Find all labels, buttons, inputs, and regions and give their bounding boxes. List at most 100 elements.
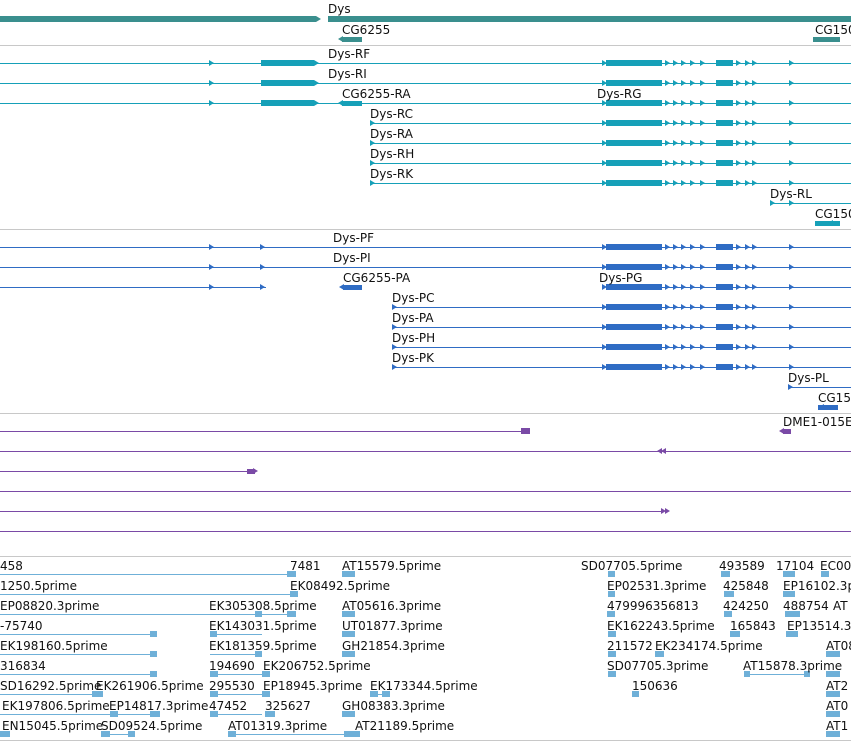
feature-exon-block[interactable]: [826, 731, 840, 737]
feature-exon-block[interactable]: [210, 711, 218, 717]
est-label[interactable]: AT2: [826, 679, 849, 693]
feature-exon-block[interactable]: [261, 60, 314, 66]
feature-exon-block[interactable]: [608, 631, 616, 637]
feature-exon-block[interactable]: [0, 16, 316, 22]
est-label[interactable]: 17104: [776, 559, 815, 573]
est-label[interactable]: EK305308.5prime: [209, 599, 317, 613]
est-label[interactable]: AT08: [826, 639, 851, 653]
feature-exon-block[interactable]: [150, 671, 157, 677]
feature-exon-block[interactable]: [110, 711, 118, 717]
est-label[interactable]: 479996356813: [607, 599, 699, 613]
est-label[interactable]: SD07705.5prime: [581, 559, 683, 573]
est-label[interactable]: AT15878.3prime: [743, 659, 843, 673]
protein-label-dys-pc[interactable]: Dys-PC: [392, 291, 435, 305]
feature-exon-block[interactable]: [826, 691, 840, 697]
feature-exon-block[interactable]: [262, 671, 270, 677]
feature-exon-block[interactable]: [608, 651, 616, 657]
est-label[interactable]: EP18945.3prime: [263, 679, 363, 693]
feature-exon-block[interactable]: [716, 244, 733, 250]
est-label[interactable]: 7481: [290, 559, 321, 573]
feature-exon-block[interactable]: [716, 80, 733, 86]
feature-exon-block[interactable]: [804, 671, 810, 677]
feature-exon-block[interactable]: [818, 405, 838, 410]
est-label[interactable]: EK162243.5prime: [607, 619, 715, 633]
protein-label-dys-pg[interactable]: Dys-PG: [599, 271, 643, 285]
est-label[interactable]: EN15045.5prime: [2, 719, 104, 733]
est-label[interactable]: 47452: [209, 699, 248, 713]
feature-exon-block[interactable]: [783, 571, 795, 577]
est-label[interactable]: 488754: [783, 599, 829, 613]
feature-exon-block[interactable]: [342, 101, 362, 106]
transcript-label-cg150[interactable]: CG150: [815, 207, 851, 221]
transcript-label-dys-ra[interactable]: Dys-RA: [370, 127, 413, 141]
feature-exon-block[interactable]: [150, 631, 157, 637]
feature-exon-block[interactable]: [128, 731, 135, 737]
feature-exon-block[interactable]: [261, 100, 314, 106]
feature-exon-block[interactable]: [730, 631, 740, 637]
transcript-label-dys-rl[interactable]: Dys-RL: [770, 187, 812, 201]
feature-exon-block[interactable]: [342, 631, 355, 637]
feature-exon-block[interactable]: [716, 100, 733, 106]
est-label[interactable]: 316834: [0, 659, 46, 673]
feature-exon-block[interactable]: [608, 591, 615, 597]
feature-exon-block[interactable]: [606, 140, 662, 146]
est-label[interactable]: 295530: [209, 679, 255, 693]
est-label[interactable]: EK261906.5prime: [96, 679, 204, 693]
est-label[interactable]: AT05616.3prime: [342, 599, 442, 613]
feature-exon-block[interactable]: [606, 244, 662, 250]
est-label[interactable]: EK181359.5prime: [209, 639, 317, 653]
est-label[interactable]: 194690: [209, 659, 255, 673]
feature-exon-block[interactable]: [0, 731, 10, 737]
feature-exon-block[interactable]: [342, 651, 355, 657]
est-label[interactable]: 211572: [607, 639, 653, 653]
repeat-label-dme1[interactable]: DME1-015E: [783, 415, 851, 429]
est-label[interactable]: UT01877.3prime: [342, 619, 443, 633]
feature-exon-block[interactable]: [608, 671, 616, 677]
feature-exon-block[interactable]: [716, 120, 733, 126]
feature-exon-block[interactable]: [210, 691, 218, 697]
est-label[interactable]: 424250: [723, 599, 769, 613]
feature-exon-block[interactable]: [606, 364, 662, 370]
feature-exon-block[interactable]: [783, 429, 791, 434]
feature-exon-block[interactable]: [606, 120, 662, 126]
gene-label-cg150[interactable]: CG150: [815, 23, 851, 37]
feature-exon-block[interactable]: [606, 344, 662, 350]
feature-exon-block[interactable]: [290, 591, 298, 597]
est-label[interactable]: 325627: [265, 699, 311, 713]
feature-exon-block[interactable]: [826, 671, 840, 677]
est-label[interactable]: 165843: [730, 619, 776, 633]
feature-exon-block[interactable]: [632, 691, 639, 697]
est-label[interactable]: EK206752.5prime: [263, 659, 371, 673]
protein-label-cg6255-pa[interactable]: CG6255-PA: [343, 271, 411, 285]
transcript-label-dys-rc[interactable]: Dys-RC: [370, 107, 414, 121]
est-label[interactable]: 425848: [723, 579, 769, 593]
feature-exon-block[interactable]: [261, 80, 314, 86]
est-label[interactable]: -75740: [0, 619, 43, 633]
feature-exon-block[interactable]: [716, 344, 733, 350]
feature-exon-block[interactable]: [821, 571, 829, 577]
feature-exon-block[interactable]: [255, 651, 262, 657]
feature-exon-block[interactable]: [96, 691, 103, 697]
feature-exon-block[interactable]: [721, 571, 730, 577]
feature-exon-block[interactable]: [716, 324, 733, 330]
transcript-label-dys-rh[interactable]: Dys-RH: [370, 147, 415, 161]
protein-label-dys-pf[interactable]: Dys-PF: [333, 231, 375, 245]
feature-exon-block[interactable]: [370, 691, 378, 697]
est-label[interactable]: AT01319.3prime: [228, 719, 328, 733]
est-label[interactable]: GH21854.3prime: [342, 639, 445, 653]
feature-exon-block[interactable]: [606, 160, 662, 166]
feature-exon-block[interactable]: [228, 731, 236, 737]
est-label[interactable]: EC00: [820, 559, 851, 573]
feature-exon-block[interactable]: [606, 100, 662, 106]
est-label[interactable]: EP02531.3prime: [607, 579, 707, 593]
feature-exon-block[interactable]: [342, 611, 355, 617]
feature-exon-block[interactable]: [716, 160, 733, 166]
est-label[interactable]: EP14817.3prime: [109, 699, 209, 713]
feature-exon-block[interactable]: [813, 37, 840, 42]
est-label[interactable]: 458: [0, 559, 23, 573]
est-label[interactable]: EK197806.5prime: [2, 699, 110, 713]
est-label[interactable]: EK173344.5prime: [370, 679, 478, 693]
feature-exon-block[interactable]: [716, 140, 733, 146]
feature-exon-block[interactable]: [716, 364, 733, 370]
feature-exon-block[interactable]: [606, 60, 662, 66]
